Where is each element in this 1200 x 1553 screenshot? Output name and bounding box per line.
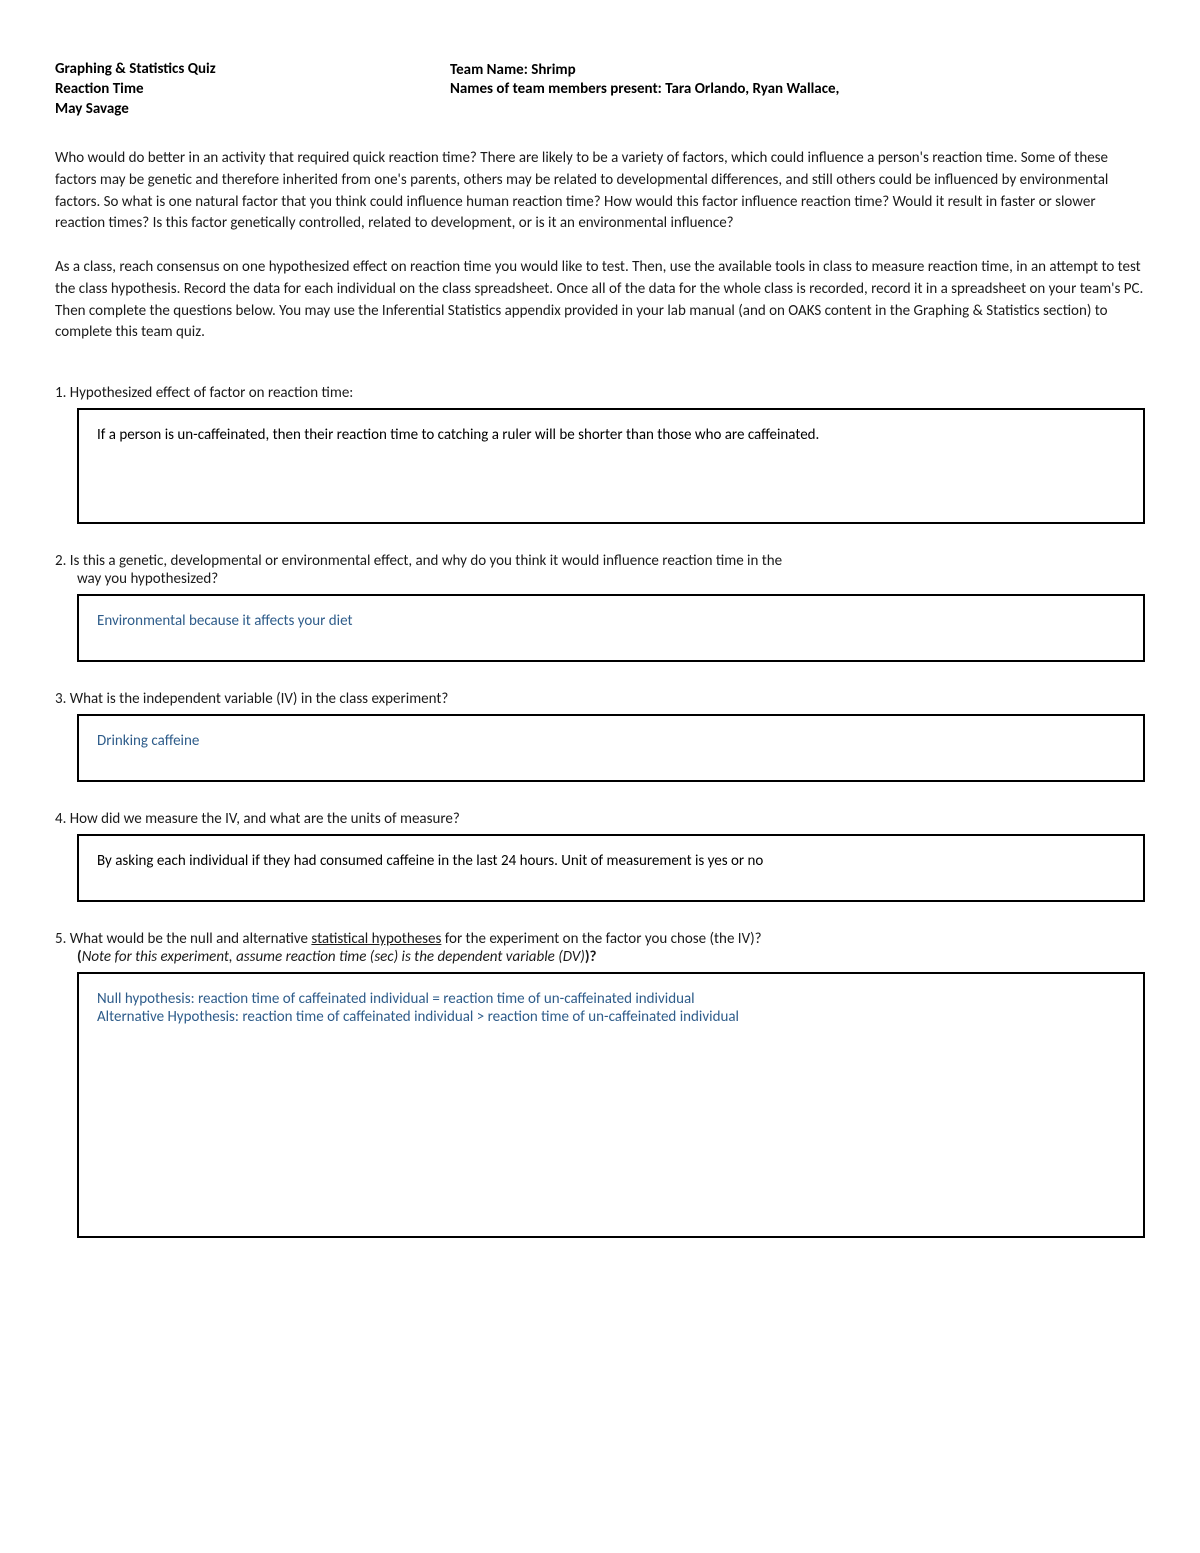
intro-paragraph-1: Who would do better in an activity that … bbox=[55, 148, 1145, 235]
q5-note-close: )? bbox=[585, 948, 597, 966]
quiz-title: Graphing & Statistics Quiz bbox=[55, 60, 216, 78]
subtitle: Reaction Time bbox=[55, 80, 450, 98]
question-5-prompt: 5. What would be the null and alternativ… bbox=[55, 930, 1145, 966]
members-label: Names of team members present: bbox=[450, 80, 662, 98]
question-1-answer: If a person is un-caffeinated, then thei… bbox=[97, 426, 819, 444]
question-2-prompt-line2: way you hypothesized? bbox=[55, 570, 1145, 588]
q5-underlined: statistical hypotheses bbox=[311, 930, 441, 948]
question-1-answer-box: If a person is un-caffeinated, then thei… bbox=[77, 408, 1145, 524]
question-4-answer-box: By asking each individual if they had co… bbox=[77, 834, 1145, 902]
q5-note: (Note for this experiment, assume reacti… bbox=[55, 948, 1145, 966]
question-3-answer: Drinking caffeine bbox=[97, 732, 199, 750]
q5-prefix: 5. What would be the null and alternativ… bbox=[55, 930, 311, 948]
question-2-answer-box: Environmental because it affects your di… bbox=[77, 594, 1145, 662]
q5-suffix: for the experiment on the factor you cho… bbox=[441, 930, 761, 948]
question-2-prompt: 2. Is this a genetic, developmental or e… bbox=[55, 552, 1145, 588]
question-5-answer-line2: Alternative Hypothesis: reaction time of… bbox=[97, 1008, 1125, 1026]
members-line2: May Savage bbox=[55, 100, 1145, 118]
header-row2: Reaction Time Names of team members pres… bbox=[55, 80, 1145, 98]
members-names: Tara Orlando, Ryan Wallace, bbox=[665, 80, 839, 98]
question-5-answer-box: Null hypothesis: reaction time of caffei… bbox=[77, 972, 1145, 1238]
question-2-prompt-line1: 2. Is this a genetic, developmental or e… bbox=[55, 552, 1145, 570]
document-page: Graphing & Statistics Quiz Team Name: Sh… bbox=[0, 0, 1200, 1298]
question-2-answer: Environmental because it affects your di… bbox=[97, 612, 353, 630]
question-4-answer: By asking each individual if they had co… bbox=[97, 852, 763, 870]
question-1-prompt: 1. Hypothesized effect of factor on reac… bbox=[55, 384, 1145, 402]
question-5-answer-line1: Null hypothesis: reaction time of caffei… bbox=[97, 990, 1125, 1008]
team-label: Team Name: bbox=[450, 61, 528, 79]
question-3-prompt: 3. What is the independent variable (IV)… bbox=[55, 690, 1145, 708]
members-line: Names of team members present: Tara Orla… bbox=[450, 80, 839, 98]
team-block: Team Name: Shrimp bbox=[450, 61, 1150, 79]
q5-note-italic: Note for this experiment, assume reactio… bbox=[82, 948, 585, 966]
question-4-prompt: 4. How did we measure the IV, and what a… bbox=[55, 810, 1145, 828]
intro-paragraph-2: As a class, reach consensus on one hypot… bbox=[55, 257, 1145, 344]
team-name: Shrimp bbox=[531, 61, 575, 79]
question-3-answer-box: Drinking caffeine bbox=[77, 714, 1145, 782]
